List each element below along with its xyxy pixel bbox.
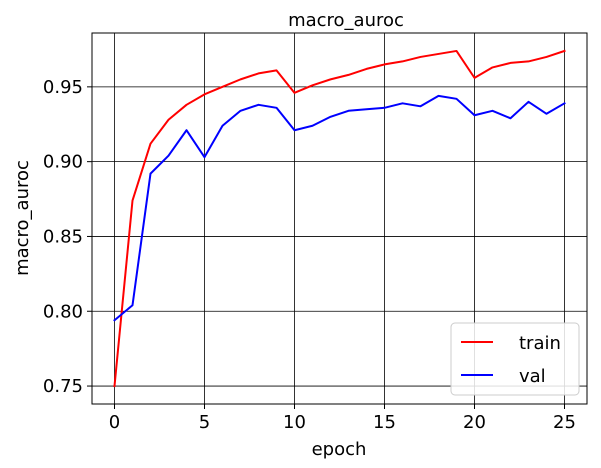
x-axis-label: epoch xyxy=(312,439,367,460)
chart-title: macro_auroc xyxy=(288,10,404,31)
plot-frame xyxy=(91,32,588,405)
y-tick-label: 0.90 xyxy=(43,152,83,173)
x-tick-label: 20 xyxy=(463,412,486,433)
series-line-val xyxy=(113,94,566,322)
x-tick-label: 10 xyxy=(283,412,306,433)
series-layer xyxy=(113,49,566,388)
y-tick-label: 0.85 xyxy=(43,226,83,247)
y-axis: 0.75 0.80 0.85 0.90 0.95 xyxy=(43,77,92,397)
series-line-train xyxy=(113,49,566,388)
y-tick-label: 0.75 xyxy=(43,376,83,397)
legend: train val xyxy=(450,322,580,396)
legend-label-train: train xyxy=(519,333,561,354)
x-tick-label: 0 xyxy=(109,412,120,433)
legend-label-val: val xyxy=(519,366,546,387)
y-tick-label: 0.80 xyxy=(43,301,83,322)
x-tick-label: 25 xyxy=(553,412,576,433)
x-tick-label: 5 xyxy=(199,412,210,433)
y-axis-label: macro_auroc xyxy=(12,160,33,276)
x-axis: 0 5 10 15 20 25 xyxy=(109,404,576,433)
x-tick-label: 15 xyxy=(373,412,396,433)
y-tick-label: 0.95 xyxy=(43,77,83,98)
